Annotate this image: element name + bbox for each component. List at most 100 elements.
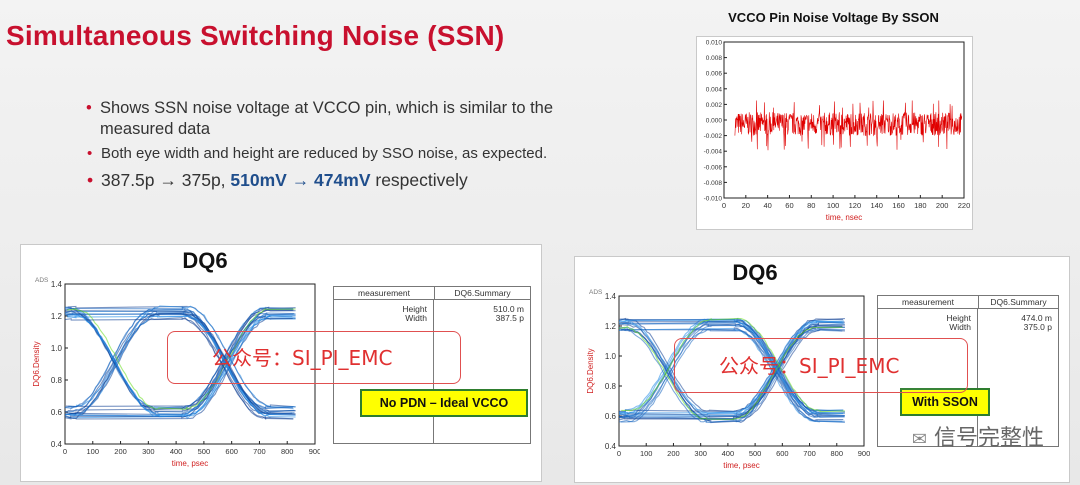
noise-chart: 0.010 0.008 0.006 0.004 0.002 0.000 -0.002 -0.0… [704, 40, 971, 223]
x-tick-label: 180 [914, 201, 927, 210]
x-axis-label: time, psec [172, 459, 208, 468]
measurement-label: Width [949, 322, 971, 332]
eye-trace [68, 305, 296, 408]
x-tick-label: 140 [870, 201, 883, 210]
eye-trace [621, 317, 845, 413]
measurement-label: Height [402, 304, 427, 314]
y-tick-label: -0.006 [704, 164, 723, 171]
y-tick-label: 0.006 [706, 71, 723, 78]
y-tick-label: 1.4 [51, 280, 63, 289]
eye-trace [620, 328, 845, 424]
y-tick-label: -0.004 [704, 149, 723, 156]
eye-trace [64, 314, 293, 417]
wechat-icon: ✉ [911, 429, 927, 450]
x-axis-label: time, nsec [826, 213, 862, 222]
eye-trace [620, 329, 845, 424]
y-tick-label: 0.008 [706, 55, 723, 62]
eye-trace [618, 321, 844, 417]
x-tick-label: 400 [170, 447, 183, 456]
x-tick-label: 0 [722, 201, 726, 210]
x-tick-label: 0 [617, 449, 621, 458]
eye-trace [618, 319, 844, 414]
x-tick-label: 100 [827, 201, 840, 210]
eye-trace [621, 323, 845, 419]
corner-label: ADS [589, 289, 603, 296]
x-tick-label: 40 [763, 201, 771, 210]
measurement-table-1: measurement DQ6.Summary Height Width 510.… [333, 286, 531, 444]
noise-chart-title: VCCO Pin Noise Voltage By SSON [728, 10, 939, 25]
y-tick-label: 0.000 [706, 118, 723, 125]
noise-trace [734, 100, 963, 151]
x-tick-label: 600 [776, 449, 789, 458]
x-tick-label: 100 [87, 447, 100, 456]
measurement-label: Height [946, 313, 971, 323]
eye-trace [618, 328, 845, 423]
eye-trace [619, 329, 843, 423]
y-tick-label: 1.0 [51, 344, 63, 353]
x-tick-label: 160 [892, 201, 905, 210]
y-tick-label: 0.4 [605, 442, 617, 451]
x-tick-label: 80 [807, 201, 815, 210]
measurement-label: Width [405, 313, 427, 323]
x-tick-label: 60 [785, 201, 793, 210]
bullet-text: 387.5p → 375p, [101, 170, 231, 190]
y-tick-label: -0.002 [704, 133, 723, 140]
y-tick-label: 1.2 [51, 312, 63, 321]
y-tick-label: 0.004 [706, 86, 723, 93]
slide-title: Simultaneous Switching Noise (SSN) [6, 20, 505, 51]
eye-trace [618, 326, 843, 421]
x-axis-label: time, psec [723, 461, 759, 470]
x-tick-label: 20 [742, 201, 750, 210]
x-tick-label: 100 [640, 449, 653, 458]
bullet-item: • Both eye width and height are reduced b… [87, 145, 548, 162]
eye-chart-2: ADS 1.4 1.2 1.0 0.8 0.6 0.40 100 200 300 400 500 600… [586, 289, 871, 470]
x-tick-label: 400 [722, 449, 735, 458]
x-tick-label: 300 [142, 447, 155, 456]
y-tick-label: 1.0 [605, 352, 617, 361]
eye-trace [65, 315, 296, 417]
bullet-text: respectively [370, 170, 468, 190]
y-tick-label: 0.8 [605, 382, 617, 391]
y-tick-label: 0.6 [51, 408, 63, 417]
x-tick-label: 220 [958, 201, 971, 210]
bullet-item: • 387.5p → 375p, 510mV → 474mV respective… [87, 170, 468, 190]
y-tick-label: 0.8 [51, 376, 63, 385]
summary-header: DQ6.Summary [454, 288, 511, 298]
x-tick-label: 300 [694, 449, 707, 458]
eye-trace [619, 318, 845, 413]
condition-tag-1: No PDN – Ideal VCCO [360, 389, 528, 417]
measurement-value: 474.0 m [1021, 313, 1052, 323]
eye-chart-1: ADS 1.4 1.2 1.0 0.8 0.6 0.40 100 200 300 400 500 600… [32, 277, 320, 468]
x-tick-label: 500 [749, 449, 762, 458]
x-tick-label: 800 [831, 449, 844, 458]
x-tick-label: 800 [281, 447, 294, 456]
watermark-1: 公众号：SI_PI_EMC [167, 331, 461, 384]
y-tick-label: 1.2 [605, 322, 617, 331]
x-tick-label: 200 [667, 449, 680, 458]
y-tick-label: 0.010 [706, 40, 723, 47]
summary-header: DQ6.Summary [990, 297, 1047, 307]
x-tick-label: 500 [198, 447, 211, 456]
corner-label: ADS [35, 277, 49, 284]
eye-trace [618, 319, 843, 414]
measurement-header: measurement [334, 287, 435, 299]
eye-trace [64, 309, 294, 412]
y-tick-label: 0.6 [605, 412, 617, 421]
eye-trace [64, 306, 294, 409]
bullet-item: • Shows SSN noise voltage at VCCO pin, wh… [86, 99, 554, 138]
measurement-header: measurement [878, 296, 979, 308]
measurement-value: 510.0 m [493, 304, 524, 314]
bullet-text: Shows SSN noise voltage at VCCO pin, whi… [100, 99, 554, 138]
y-axis-label: DQ6.Density [586, 348, 595, 393]
measurement-value: 387.5 p [495, 313, 524, 323]
y-tick-label: -0.008 [704, 180, 723, 187]
measurement-table-2: measurement DQ6.Summary Height Width 474.… [877, 295, 1059, 447]
x-tick-label: 900 [858, 449, 871, 458]
brand-mark: ✉ 信号完整性 [912, 420, 1044, 452]
measurement-value: 375.0 p [1023, 322, 1052, 332]
x-tick-label: 0 [63, 447, 67, 456]
eye-chart-title-2: DQ6 [732, 260, 778, 285]
x-tick-label: 200 [114, 447, 127, 456]
y-tick-label: 0.4 [51, 440, 63, 449]
x-tick-label: 700 [253, 447, 266, 456]
